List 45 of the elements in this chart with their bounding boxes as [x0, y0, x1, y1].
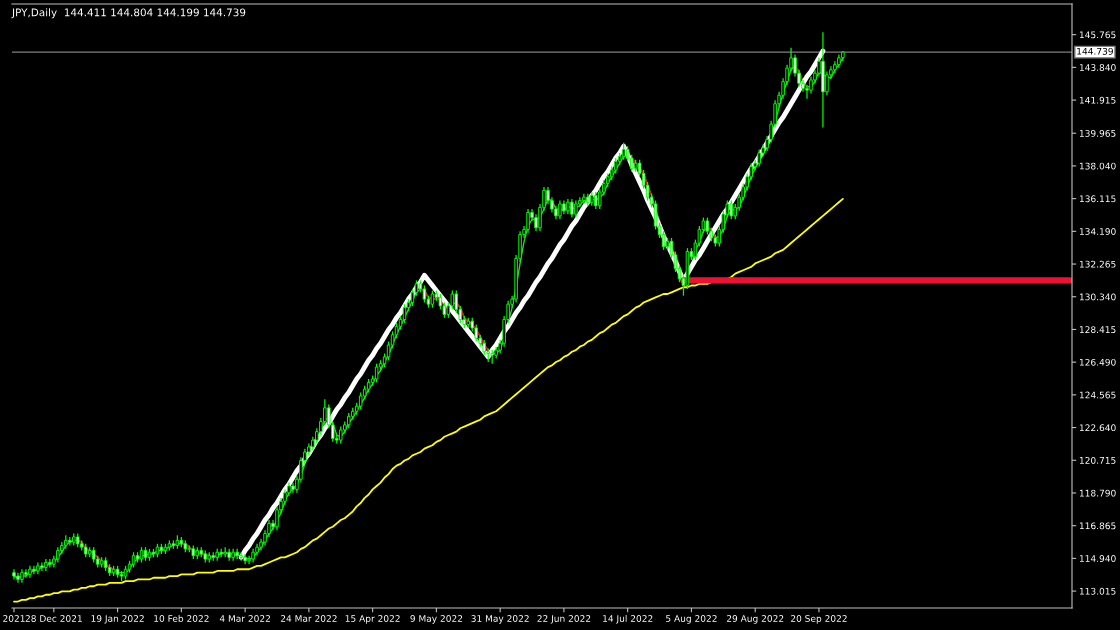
- candlestick: [374, 363, 379, 383]
- candlestick: [40, 561, 44, 572]
- y-tick-label: 113.015: [1079, 587, 1116, 595]
- ref-line-label: 144.739: [1077, 47, 1113, 55]
- x-tick-label: 15 Apr 2022: [345, 615, 400, 624]
- chart-title: JPY,Daily 144.411 144.804 144.199 144.739: [11, 8, 246, 19]
- y-tick-label: 126.490: [1079, 358, 1116, 366]
- candlestick: [570, 198, 574, 219]
- y-tick-label: 124.565: [1079, 391, 1116, 399]
- x-tick-label: 4 Mar 2022: [219, 615, 270, 622]
- candlestick: [48, 558, 52, 569]
- y-tick-label: 116.865: [1079, 522, 1116, 530]
- x-tick-label: 5 Aug 2022: [666, 615, 717, 624]
- y-tick-label: 145.765: [1079, 31, 1116, 39]
- y-tick-label: 136.115: [1079, 195, 1116, 203]
- x-tick-label: 10 Feb 2022: [154, 614, 209, 622]
- y-tick-label: 122.640: [1079, 424, 1116, 432]
- x-tick-label: 28 Dec 2021: [25, 615, 82, 622]
- x-tick-label: 24 Mar 2022: [280, 615, 337, 622]
- y-tick-label: 134.190: [1079, 228, 1116, 235]
- y-tick-label: 130.340: [1079, 293, 1116, 301]
- y-tick-label: 143.840: [1079, 64, 1116, 71]
- candlestick: [32, 565, 36, 575]
- y-tick-label: 138.040: [1079, 162, 1116, 170]
- y-tick-label: 139.965: [1079, 129, 1116, 137]
- x-tick-label: 20 Sep 2022: [791, 615, 847, 624]
- x-tick-label: 2021: [3, 615, 25, 622]
- x-tick-label: 14 Jul 2022: [603, 614, 653, 624]
- y-tick-label: 132.265: [1079, 260, 1116, 268]
- y-tick-label: 141.915: [1079, 96, 1116, 104]
- x-tick-label: 9 May 2022: [410, 615, 463, 624]
- x-tick-label: 29 Aug 2022: [726, 615, 784, 624]
- x-tick-label: 31 May 2022: [471, 615, 529, 624]
- candlestick: [24, 568, 28, 579]
- candlestick: [526, 208, 530, 234]
- y-tick-label: 120.715: [1079, 457, 1116, 464]
- x-tick-label: 22 Jun 2022: [537, 615, 591, 624]
- y-tick-label: 118.790: [1079, 489, 1116, 497]
- y-tick-label: 128.415: [1079, 326, 1116, 333]
- x-tick-label: 19 Jan 2022: [91, 615, 144, 624]
- y-tick-label: 114.940: [1079, 555, 1116, 562]
- line-series: [13, 197, 844, 603]
- line-series: [238, 48, 826, 560]
- candlestick: [653, 199, 658, 231]
- candlestick: [558, 199, 562, 220]
